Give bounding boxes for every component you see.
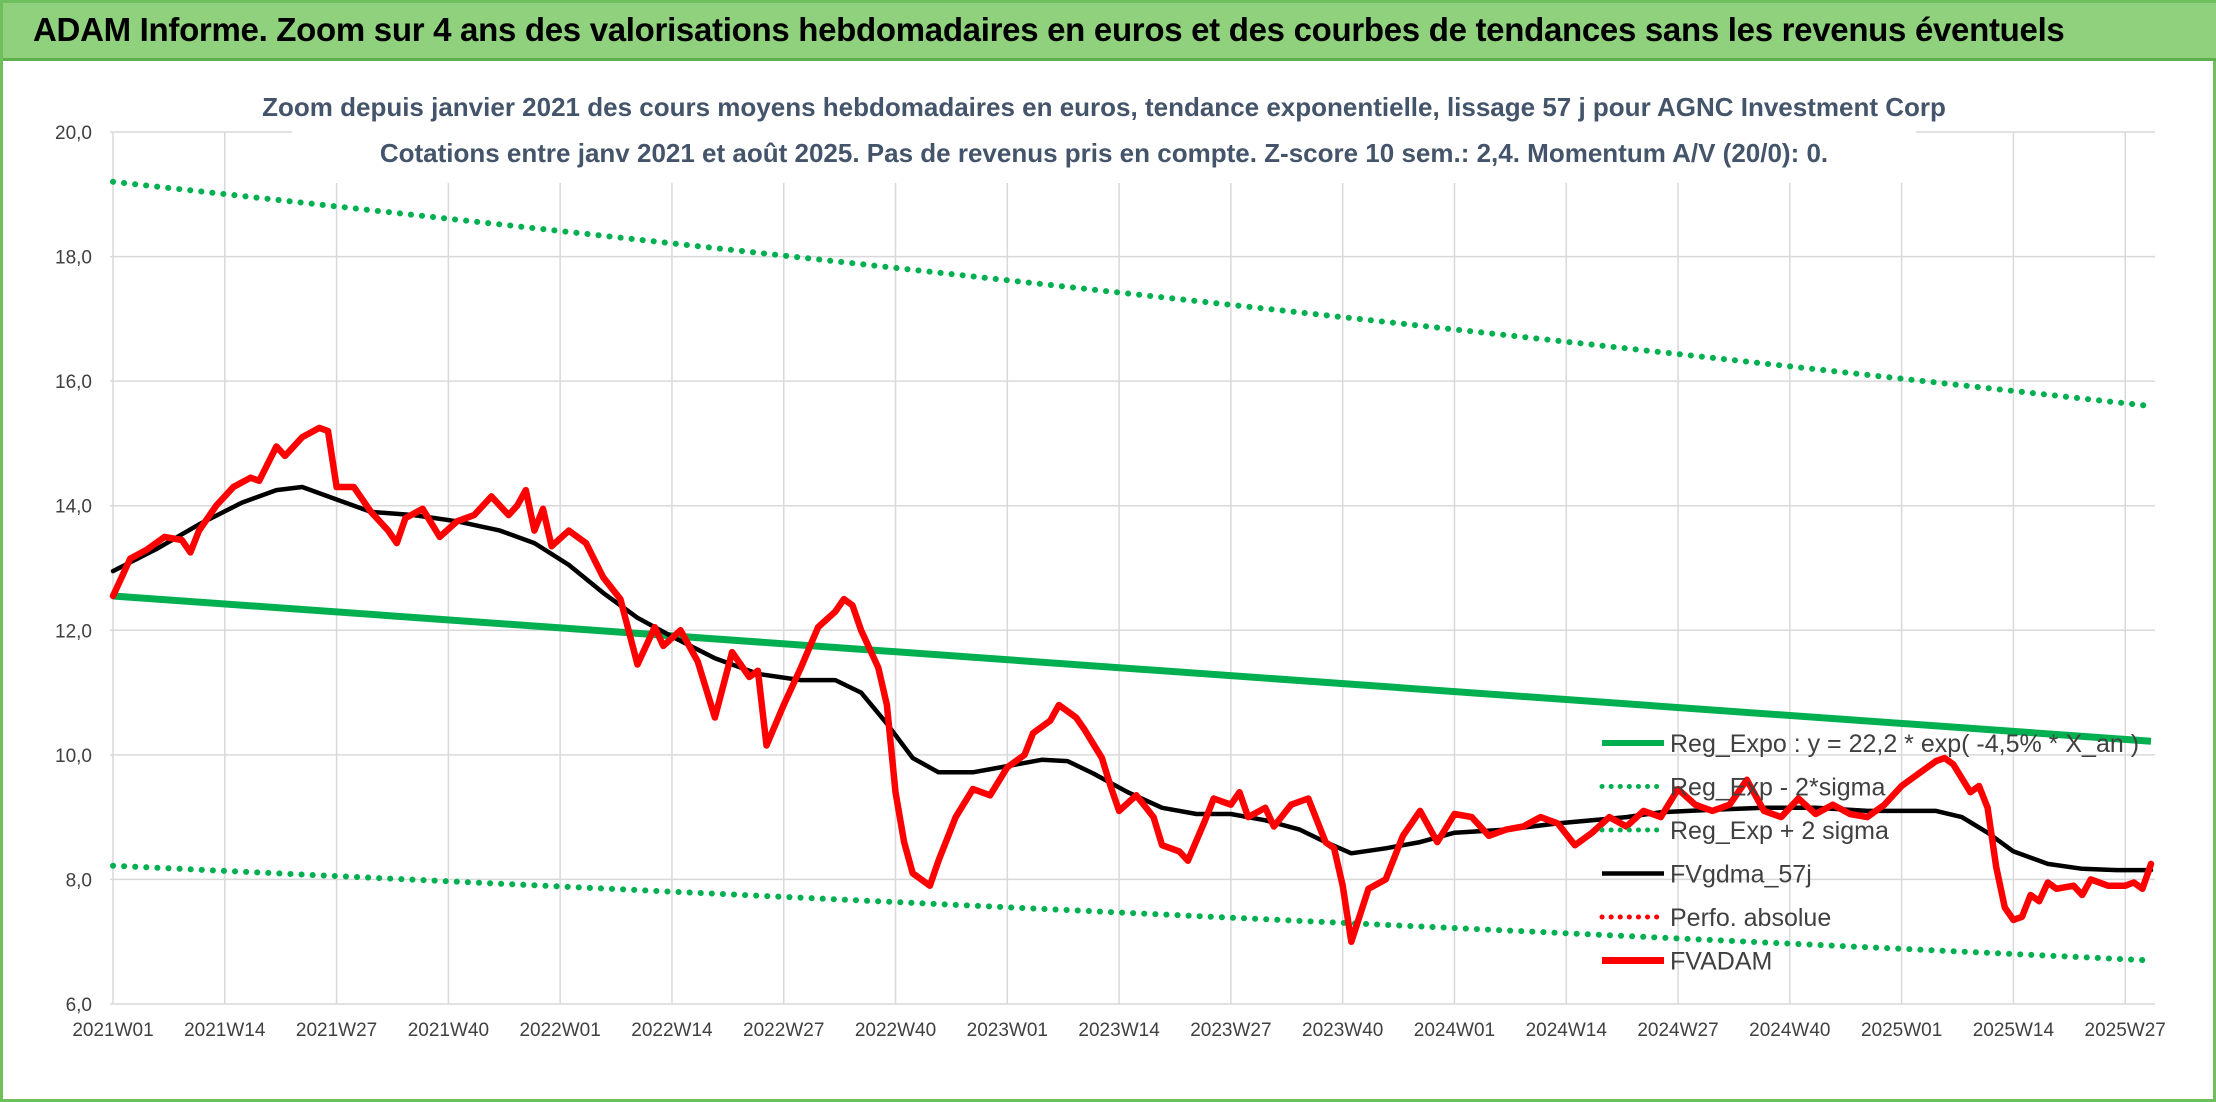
x-tick-label: 2025W14 [1973,1020,2055,1041]
x-tick-label: 2023W01 [967,1020,1048,1041]
y-tick-label: 8,0 [66,870,92,891]
series-line-fvadam [109,424,2155,945]
x-tick-label: 2024W14 [1526,1020,1608,1041]
x-tick-label: 2022W01 [519,1020,600,1041]
banner: ADAM Informe. Zoom sur 4 ans des valoris… [3,3,2216,61]
y-tick-label: 16,0 [55,372,92,393]
y-tick-label: 12,0 [55,621,92,642]
chart-title: Zoom depuis janvier 2021 des cours moyen… [262,92,1946,122]
title-background [292,83,1916,183]
series-line-reg_minus [110,862,2154,964]
x-tick-label: 2022W27 [743,1020,824,1041]
y-tick-label: 14,0 [55,497,92,518]
y-axis-ticks: 20,0 18,0 16,0 14,0 12,0 10,0 8,0 6,0 [55,123,92,1016]
legend-label-fvadam: FVADAM [1670,948,1772,976]
grid [110,131,2155,1005]
legend-label-mma: FVgdma_57j [1670,861,1812,889]
x-axis-ticks: 2021W01 2021W14 2021W27 2021W40 2022W01 2022W… [72,1020,2166,1041]
series-layer [109,178,2155,964]
series-line-reg_plus [110,178,2154,410]
x-tick-label: 2025W27 [2085,1020,2166,1041]
x-tick-label: 2024W27 [1637,1020,1718,1041]
banner-title: ADAM Informe. Zoom sur 4 ans des valoris… [33,11,2065,48]
x-tick-label: 2023W27 [1190,1020,1271,1041]
legend-label-perfo: Perfo. absolue [1670,904,1831,932]
x-tick-label: 2021W27 [296,1020,377,1041]
x-tick-label: 2022W14 [631,1020,713,1041]
x-tick-label: 2022W40 [855,1020,936,1041]
legend-label-reg_plus: Reg_Exp + 2 sigma [1670,817,1889,845]
y-tick-label: 18,0 [55,248,92,269]
x-tick-label: 2024W01 [1414,1020,1495,1041]
legend-label-reg_minus: Reg_Exp - 2*sigma [1670,774,1885,802]
legend: Reg_Expo : y = 22,2 * exp( -4,5% * X_an … [1599,730,2139,976]
chart-subtitle: Cotations entre janv 2021 et août 2025. … [380,138,1828,168]
x-tick-label: 2023W40 [1302,1020,1383,1041]
x-tick-label: 2024W40 [1749,1020,1830,1041]
y-tick-label: 10,0 [55,746,92,767]
x-tick-label: 2021W14 [184,1020,266,1041]
x-tick-label: 2021W40 [408,1020,489,1041]
y-tick-label: 20,0 [55,123,92,144]
legend-label-reg_expo: Reg_Expo : y = 22,2 * exp( -4,5% * X_an … [1670,730,2139,758]
x-tick-label: 2021W01 [72,1020,153,1041]
y-tick-label: 6,0 [66,995,92,1016]
x-tick-label: 2023W14 [1078,1020,1160,1041]
x-tick-label: 2025W01 [1861,1020,1942,1041]
series-line-reg_expo [112,592,2152,745]
